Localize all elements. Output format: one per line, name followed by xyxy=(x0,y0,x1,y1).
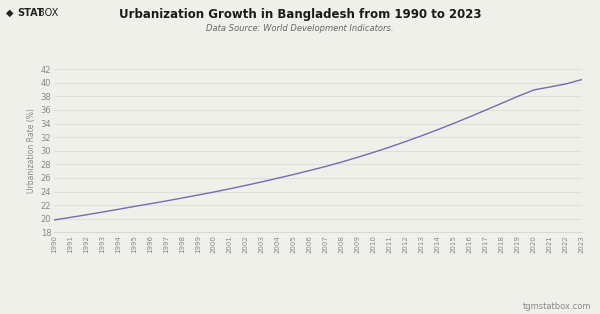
Text: Data Source: World Development Indicators.: Data Source: World Development Indicator… xyxy=(206,24,394,33)
Y-axis label: Urbanization Rate (%): Urbanization Rate (%) xyxy=(28,108,37,193)
Text: tgmstatbox.com: tgmstatbox.com xyxy=(523,302,591,311)
Text: STAT: STAT xyxy=(17,8,43,18)
Legend:  xyxy=(296,290,304,297)
Text: Urbanization Growth in Bangladesh from 1990 to 2023: Urbanization Growth in Bangladesh from 1… xyxy=(119,8,481,21)
Text: ◆: ◆ xyxy=(6,8,14,18)
Text: BOX: BOX xyxy=(38,8,58,18)
